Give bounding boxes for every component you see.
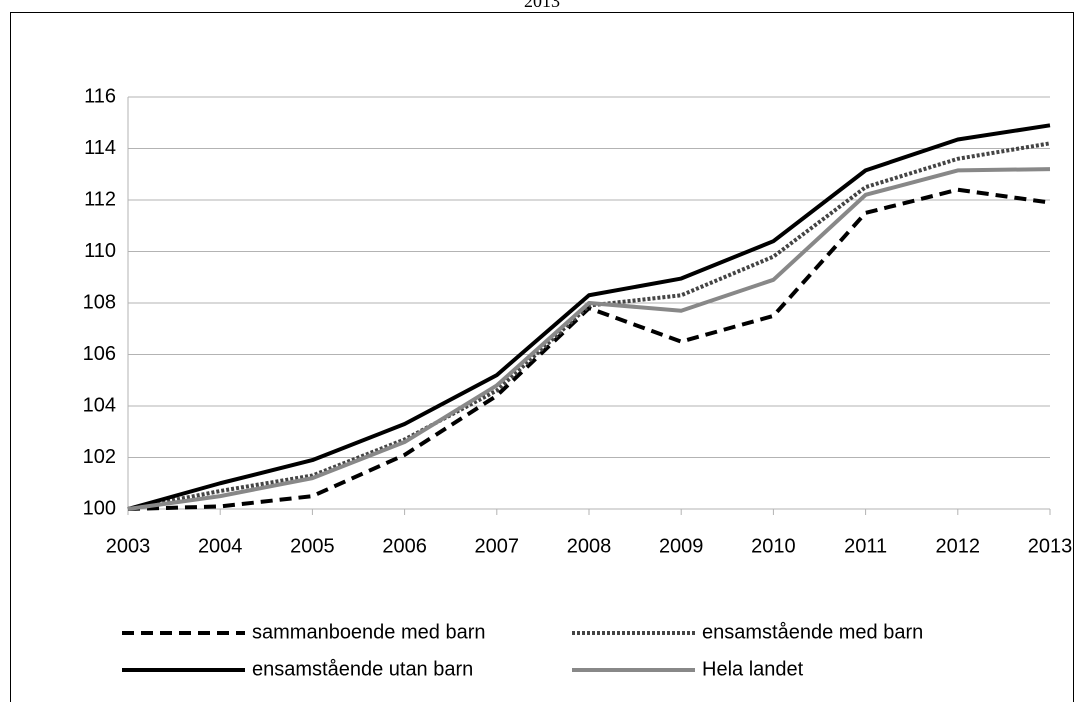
chart-title: 2013 [524, 0, 560, 11]
y-tick-label: 110 [84, 240, 116, 262]
y-tick-label: 116 [84, 85, 116, 107]
x-tick-label: 2013 [1028, 535, 1073, 557]
legend-label: sammanboende med barn [252, 621, 485, 643]
y-tick-label: 106 [83, 343, 116, 365]
y-tick-label: 112 [84, 188, 116, 210]
legend-label: ensamstående utan barn [252, 658, 473, 680]
legend-label: ensamstående med barn [702, 621, 923, 643]
legend-label: Hela landet [702, 658, 804, 680]
x-tick-label: 2004 [198, 535, 243, 557]
y-tick-label: 100 [83, 497, 116, 519]
x-tick-label: 2007 [475, 535, 520, 557]
y-tick-label: 108 [83, 291, 116, 313]
chart-frame [10, 12, 1074, 702]
x-tick-label: 2012 [936, 535, 981, 557]
x-tick-label: 2011 [844, 535, 887, 557]
series-line [127, 123, 1051, 511]
series-line [127, 187, 1051, 511]
y-tick-label: 102 [83, 446, 116, 468]
x-tick-label: 2010 [751, 535, 796, 557]
x-tick-label: 2006 [382, 535, 427, 557]
y-tick-label: 114 [84, 137, 116, 159]
y-tick-label: 104 [83, 394, 116, 416]
x-tick-label: 2003 [106, 535, 151, 557]
x-tick-label: 2005 [290, 535, 335, 557]
x-tick-label: 2009 [659, 535, 704, 557]
series-line [127, 141, 1051, 511]
series-line [127, 167, 1051, 511]
x-tick-label: 2008 [567, 535, 612, 557]
